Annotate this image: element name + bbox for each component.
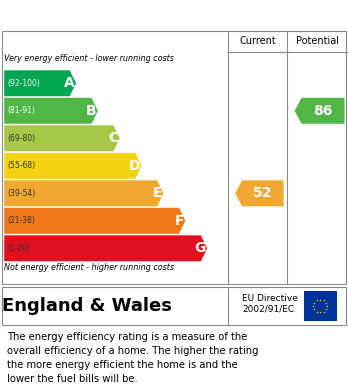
Text: Not energy efficient - higher running costs: Not energy efficient - higher running co…: [4, 263, 174, 272]
Text: 86: 86: [313, 104, 333, 118]
Text: Energy Efficiency Rating: Energy Efficiency Rating: [7, 7, 228, 23]
Text: 52: 52: [253, 186, 272, 200]
Text: (92-100): (92-100): [7, 79, 40, 88]
Text: The energy efficiency rating is a measure of the
overall efficiency of a home. T: The energy efficiency rating is a measur…: [7, 332, 259, 384]
Text: Potential: Potential: [296, 36, 339, 47]
Text: D: D: [129, 159, 141, 173]
Polygon shape: [4, 98, 98, 124]
Text: (1-20): (1-20): [7, 244, 30, 253]
Polygon shape: [294, 98, 345, 124]
Text: (39-54): (39-54): [7, 189, 35, 198]
Text: (81-91): (81-91): [7, 106, 35, 115]
Text: (69-80): (69-80): [7, 134, 35, 143]
Text: G: G: [195, 241, 206, 255]
Polygon shape: [4, 180, 164, 206]
Text: (55-68): (55-68): [7, 161, 35, 170]
Text: England & Wales: England & Wales: [2, 297, 172, 315]
Bar: [303, 291, 337, 321]
Text: (21-38): (21-38): [7, 216, 35, 225]
Polygon shape: [4, 208, 185, 234]
Polygon shape: [4, 235, 207, 261]
Text: EU Directive
2002/91/EC: EU Directive 2002/91/EC: [242, 294, 298, 314]
Polygon shape: [235, 180, 284, 206]
Polygon shape: [4, 153, 142, 179]
Polygon shape: [4, 70, 76, 96]
Text: F: F: [175, 214, 184, 228]
Text: A: A: [64, 76, 75, 90]
Text: Very energy efficient - lower running costs: Very energy efficient - lower running co…: [4, 54, 174, 63]
Text: Current: Current: [239, 36, 276, 47]
Text: B: B: [86, 104, 97, 118]
Text: E: E: [153, 186, 163, 200]
Text: C: C: [109, 131, 119, 145]
Polygon shape: [4, 125, 120, 151]
